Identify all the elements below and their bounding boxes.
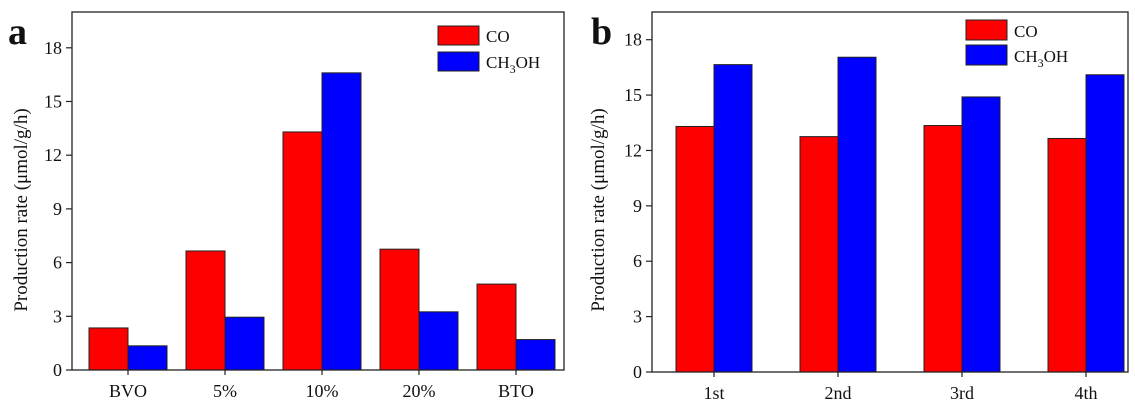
panel-a-bar-ch3oh-1 <box>224 316 265 371</box>
panel-a-chart: a Production rate (μmol/g/h) 0 3 6 9 12 15 18 B… <box>8 11 565 401</box>
panel-b-legend-ch3oh-swatch <box>965 44 1008 66</box>
panel-a-bar-co-3 <box>379 248 420 371</box>
panel-b-x-tick-label-3: 4th <box>1074 383 1097 403</box>
panel-a-x-tick-label-1: 5% <box>213 381 237 401</box>
panel-b-y-tick-label-3: 3 <box>633 307 642 327</box>
panel-b-y-tick-label-12: 12 <box>624 140 642 160</box>
panel-b-y-tick-label-15: 15 <box>624 85 642 105</box>
panel-b-x-tick-label-2: 3rd <box>950 383 974 403</box>
panel-b-y-tick-label-9: 9 <box>633 196 642 216</box>
panel-a-bar-co-1 <box>185 250 226 371</box>
panel-b-bar-ch3oh-3 <box>1085 74 1125 373</box>
panel-a-bar-ch3oh-2 <box>321 72 362 371</box>
panel-a-plot-frame <box>71 11 565 371</box>
panel-b-plot-frame <box>651 11 1129 373</box>
panel-a-bar-ch3oh-3 <box>418 311 459 371</box>
panel-b-bars <box>675 56 1125 373</box>
panel-a-bar-co-4 <box>476 283 517 371</box>
panel-a-x-tick-label-2: 10% <box>306 381 339 401</box>
panel-b-ticks: 0 3 6 9 12 15 18 1st 2nd 3rd 4th <box>624 30 1098 403</box>
panel-b-y-tick-label-6: 6 <box>633 251 642 271</box>
panel-b-x-tick-label-0: 1st <box>703 383 724 403</box>
panel-a-y-axis-title: Production rate (μmol/g/h) <box>11 108 32 311</box>
panel-b-bar-ch3oh-2 <box>961 96 1001 373</box>
panel-b-bar-ch3oh-0 <box>713 64 753 373</box>
panel-a-x-tick-label-0: BVO <box>109 381 147 401</box>
panel-b-chart: b Production rate (μmol/g/h) 0 3 6 9 12 15 18 1… <box>588 11 1129 403</box>
panel-a-y-tick-label-6: 6 <box>53 253 62 273</box>
panel-b-bar-ch3oh-1 <box>837 56 877 373</box>
panel-a-x-tick-label-4: BTO <box>498 381 534 401</box>
panel-b-bar-co-2 <box>923 125 963 373</box>
panel-a-letter: a <box>8 11 27 53</box>
panel-b-y-tick-label-0: 0 <box>633 362 642 382</box>
panel-b-bar-co-0 <box>675 125 715 373</box>
panel-a-bar-ch3oh-0 <box>127 345 168 371</box>
panel-a-y-tick-label-3: 3 <box>53 306 62 326</box>
panel-b-x-tick-label-1: 2nd <box>825 383 852 403</box>
panel-b-bar-co-3 <box>1047 137 1087 373</box>
panel-a-bar-co-0 <box>88 327 129 371</box>
panel-a-y-tick-label-12: 12 <box>44 145 62 165</box>
panel-a-legend-co-swatch <box>437 25 480 46</box>
panel-b-legend: CO CH3OH <box>965 19 1068 70</box>
panel-b-letter: b <box>591 11 612 53</box>
panel-b-bar-co-1 <box>799 136 839 373</box>
panel-a-y-tick-label-0: 0 <box>53 360 62 380</box>
panel-a-legend: CO CH3OH <box>437 25 540 76</box>
panel-a-y-tick-label-18: 18 <box>44 38 62 58</box>
panel-a-bar-ch3oh-4 <box>515 339 556 371</box>
panel-a-bar-co-2 <box>282 131 323 371</box>
panel-a-y-tick-label-9: 9 <box>53 199 62 219</box>
panel-b-y-tick-label-18: 18 <box>624 30 642 50</box>
panel-a-bars <box>88 72 556 371</box>
panel-a-x-tick-label-3: 20% <box>403 381 436 401</box>
panel-b-legend-co-swatch <box>965 19 1008 41</box>
panel-b-legend-co-label: CO <box>1014 22 1038 41</box>
panel-b-legend-ch3oh-label: CH3OH <box>1014 47 1068 70</box>
panel-b-y-axis-title: Production rate (μmol/g/h) <box>588 108 609 311</box>
panel-a-legend-ch3oh-swatch <box>437 51 480 72</box>
panel-a-y-tick-label-15: 15 <box>44 92 62 112</box>
panel-a-legend-ch3oh-label: CH3OH <box>486 53 540 76</box>
panel-a-legend-co-label: CO <box>486 27 510 46</box>
panel-a-ticks: 0 3 6 9 12 15 18 BVO 5% 10% 20% BTO <box>44 38 534 401</box>
